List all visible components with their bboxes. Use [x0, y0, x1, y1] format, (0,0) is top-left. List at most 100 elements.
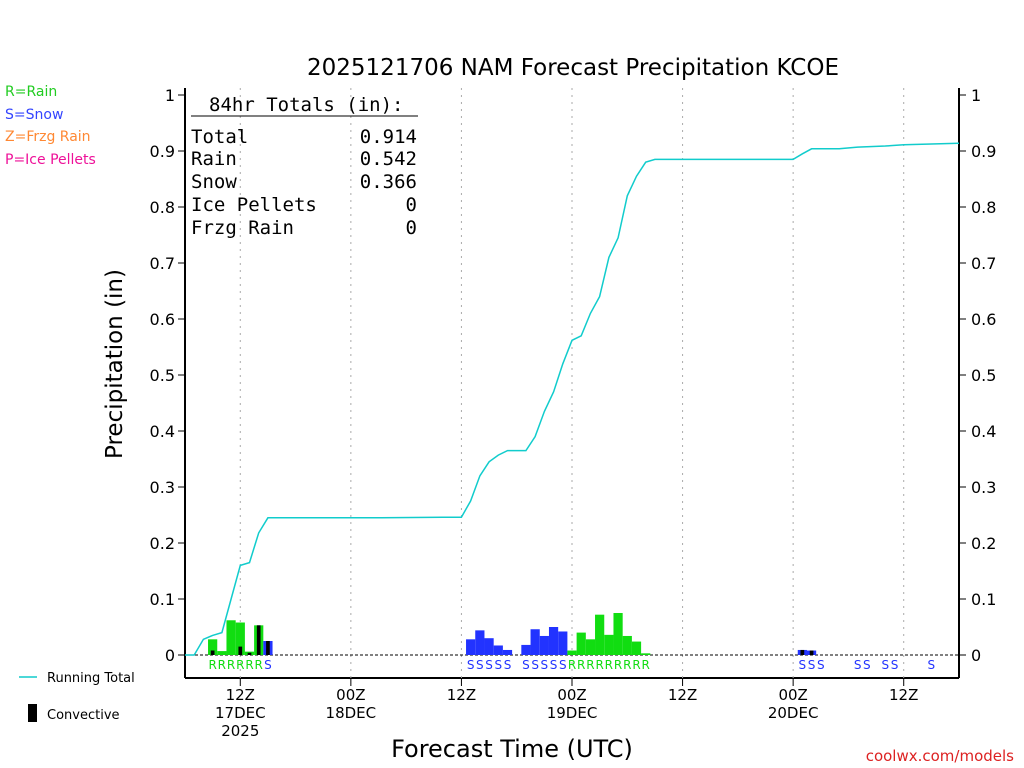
- type-code: R: [245, 658, 253, 672]
- x-tick-label: 18DEC: [326, 704, 377, 722]
- type-code: S: [485, 658, 493, 672]
- type-code: S: [881, 658, 889, 672]
- totals-label-rain: Rain: [191, 148, 237, 170]
- totals-label-snow: Snow: [191, 171, 237, 193]
- precip-bar: [539, 635, 549, 655]
- precip-bar: [567, 650, 577, 655]
- totals-value-total: 0.914: [360, 126, 417, 148]
- y-tick-label-right: 0.4: [971, 422, 996, 441]
- type-code: R: [586, 658, 594, 672]
- convective-bar: [210, 650, 215, 655]
- x-tick-label: 00Z: [778, 686, 807, 704]
- precip-bar: [235, 622, 245, 655]
- legend-ice-pellets: P=Ice Pellets: [5, 152, 96, 168]
- convective-bar: [800, 649, 805, 655]
- x-tick-label: 12Z: [226, 686, 255, 704]
- convective-bar: [238, 646, 243, 655]
- convective-bar: [256, 625, 261, 655]
- y-tick-label-right: 0.1: [971, 590, 996, 609]
- x-tick-label: 17DEC: [215, 704, 266, 722]
- y-tick-label-right: 0.2: [971, 534, 996, 553]
- precip-bar: [613, 613, 623, 655]
- y-tick-label-left: 0.7: [150, 254, 175, 273]
- precip-bar: [493, 645, 503, 655]
- y-tick-label-left: 0.1: [150, 590, 175, 609]
- x-tick-label: 20DEC: [768, 704, 819, 722]
- legend-frzg-rain: Z=Frzg Rain: [5, 129, 91, 145]
- type-code: R: [577, 658, 585, 672]
- type-code: S: [799, 658, 807, 672]
- precip-bar: [548, 627, 559, 655]
- type-code: R: [632, 658, 640, 672]
- legend-snow: S=Snow: [5, 107, 63, 123]
- y-tick-label-right: 0.8: [971, 198, 996, 217]
- totals-label-frzg-rain: Frzg Rain: [191, 217, 294, 239]
- precip-bar: [208, 639, 218, 655]
- y-tick-label-right: 1: [971, 86, 981, 105]
- precip-bar: [217, 651, 227, 655]
- totals-value-rain: 0.542: [360, 148, 417, 170]
- y-ticks: 0 00.1 0.10.2 0.20.3 0.30.4 0.40.5 0.50.6 0.60.…: [150, 86, 997, 665]
- type-code: S: [522, 658, 530, 672]
- precip-bar: [484, 638, 494, 655]
- type-code: R: [642, 658, 650, 672]
- y-axis-label: Precipitation (in): [102, 269, 128, 459]
- type-code: R: [236, 658, 244, 672]
- totals-value-frzg-rain: 0: [406, 217, 417, 239]
- type-code: S: [541, 658, 549, 672]
- type-legend: R=Rain S=Snow Z=Frzg Rain P=Ice Pellets: [5, 84, 96, 168]
- x-axis-label: Forecast Time (UTC): [391, 735, 633, 763]
- convective-bar: [266, 641, 270, 655]
- x-tick-label: 2025: [221, 722, 259, 740]
- y-tick-label-left: 0.4: [150, 422, 175, 441]
- plot-area: 0 00.1 0.10.2 0.20.3 0.30.4 0.40.5 0.50.6 0.60.…: [150, 86, 997, 740]
- type-code: R: [605, 658, 613, 672]
- precip-bar: [521, 644, 531, 655]
- precip-bar: [502, 649, 513, 655]
- convective-swatch: [28, 704, 37, 722]
- chart-title: 2025121706 NAM Forecast Precipitation KC…: [307, 55, 839, 81]
- totals-box: 84hr Totals (in): Total 0.914 Rain 0.542…: [191, 94, 418, 239]
- precip-bar: [466, 639, 476, 655]
- precip-bar: [475, 630, 485, 655]
- type-code: S: [467, 658, 475, 672]
- precip-bar: [585, 639, 596, 655]
- credit-text: coolwx.com/models: [866, 747, 1014, 765]
- precip-bars: [208, 613, 817, 655]
- type-code: S: [891, 658, 899, 672]
- type-code: S: [531, 658, 539, 672]
- type-code: R: [595, 658, 603, 672]
- y-tick-label-left: 0.2: [150, 534, 175, 553]
- legend-running-total: Running Total: [47, 671, 135, 686]
- x-tick-label: 00Z: [557, 686, 586, 704]
- running-total-line: [185, 142, 960, 656]
- precip-bar: [595, 614, 605, 655]
- type-code: S: [808, 658, 816, 672]
- convective-bar: [809, 650, 814, 655]
- y-tick-label-right: 0: [971, 646, 981, 665]
- y-tick-label-left: 0.9: [150, 142, 175, 161]
- type-code: R: [623, 658, 631, 672]
- totals-label-total: Total: [191, 126, 248, 148]
- y-tick-label-left: 0.5: [150, 366, 175, 385]
- type-code: S: [863, 658, 871, 672]
- legend-rain: R=Rain: [5, 84, 57, 100]
- type-code: R: [218, 658, 226, 672]
- precip-bar: [604, 634, 614, 655]
- y-tick-label-right: 0.9: [971, 142, 996, 161]
- type-code: S: [494, 658, 502, 672]
- x-tick-label: 12Z: [889, 686, 918, 704]
- precip-bar: [631, 641, 642, 655]
- series-legend: Running Total Convective: [19, 671, 135, 723]
- gridlines: [185, 88, 959, 678]
- totals-value-ice-pellets: 0: [406, 194, 417, 216]
- x-tick-label: 12Z: [447, 686, 476, 704]
- type-code: S: [928, 658, 936, 672]
- precip-bar: [576, 632, 586, 655]
- type-code: S: [264, 658, 272, 672]
- precip-bar: [641, 653, 651, 655]
- y-tick-label-left: 0.8: [150, 198, 175, 217]
- convective-bar: [247, 652, 252, 655]
